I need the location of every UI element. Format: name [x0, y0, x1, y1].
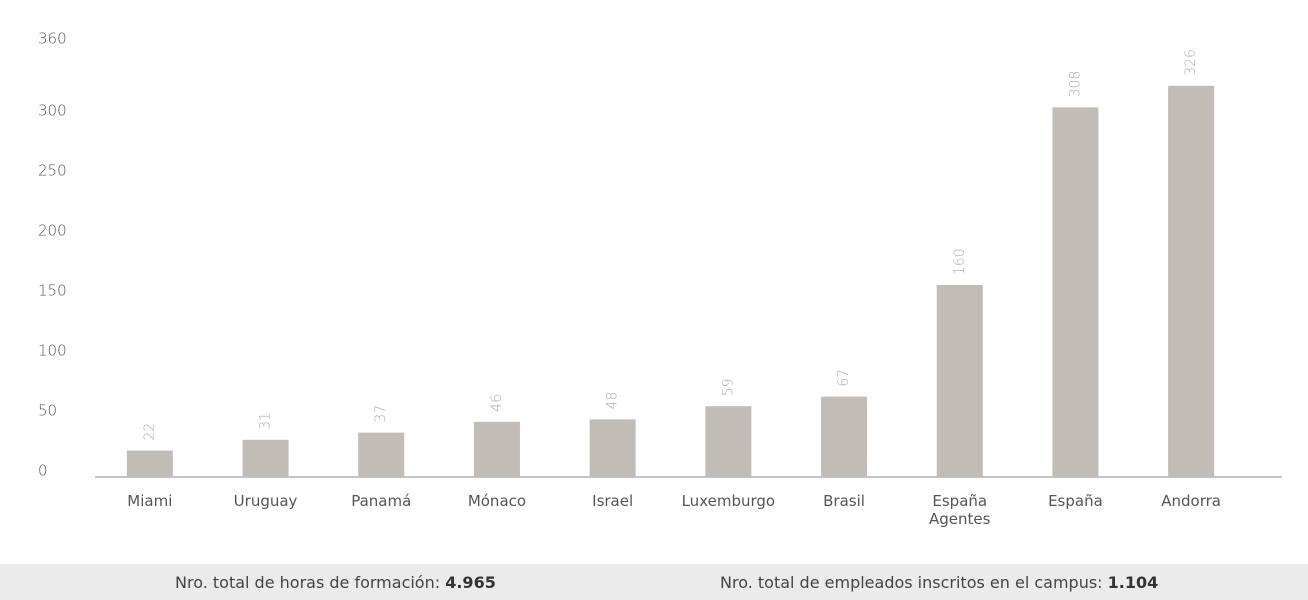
- footer: Nro. total de horas de formación: 4.965 …: [0, 564, 1308, 600]
- y-tick-label: 150: [38, 282, 67, 300]
- value-label: 160: [952, 248, 968, 275]
- y-tick-label: 200: [38, 222, 67, 240]
- x-tick-label: Mónaco: [467, 492, 527, 510]
- bar: [242, 439, 289, 477]
- footer-label: Nro. total de empleados inscritos en el …: [720, 573, 1103, 592]
- value-label: 326: [1183, 49, 1199, 76]
- value-label: 22: [142, 423, 158, 441]
- chart: 0 50 100 150 200 250 300 360 22 31 37 46 48 59 67 160 30…: [38, 30, 1282, 480]
- y-tick-label: 100: [38, 342, 67, 360]
- value-label: 67: [836, 369, 852, 387]
- y-tick-label: 250: [38, 162, 67, 180]
- footer-label: Nro. total de horas de formación:: [175, 573, 441, 592]
- bar: [126, 450, 173, 477]
- x-tick-label: España: [1048, 492, 1103, 510]
- bar: [1052, 107, 1099, 478]
- y-tick-label: 360: [38, 30, 67, 48]
- x-tick-label: Panamá: [351, 492, 412, 510]
- x-tick-label: Luxemburgo: [681, 492, 776, 510]
- value-label: 31: [258, 412, 274, 430]
- x-tick-label: Miami: [127, 492, 173, 510]
- bar: [821, 396, 868, 477]
- bar: [1168, 85, 1215, 478]
- value-label: 48: [605, 392, 621, 410]
- bar: [936, 285, 983, 477]
- bar: [705, 406, 752, 477]
- x-tick-label: Andorra: [1161, 492, 1221, 510]
- footer-value: 4.965: [445, 573, 496, 592]
- bar: [473, 421, 520, 477]
- footer-value: 1.104: [1107, 573, 1159, 592]
- bar: [358, 432, 405, 477]
- x-tick-label: Uruguay: [233, 492, 298, 510]
- y-tick-label: 50: [38, 402, 57, 420]
- y-tick-label: 300: [38, 102, 67, 120]
- x-tick-label: Brasil: [823, 492, 865, 510]
- x-tick-label: España Agentes: [929, 492, 991, 528]
- value-label: 308: [1067, 71, 1083, 98]
- footer-item: Nro. total de empleados inscritos en el …: [720, 573, 1158, 592]
- bar: [589, 419, 636, 477]
- value-label: 46: [489, 394, 505, 412]
- y-tick-label: 0: [38, 462, 48, 480]
- footer-item: Nro. total de horas de formación: 4.965: [175, 573, 496, 592]
- value-label: 37: [373, 405, 389, 423]
- value-label: 59: [720, 378, 736, 396]
- x-tick-label: Israel: [592, 492, 634, 510]
